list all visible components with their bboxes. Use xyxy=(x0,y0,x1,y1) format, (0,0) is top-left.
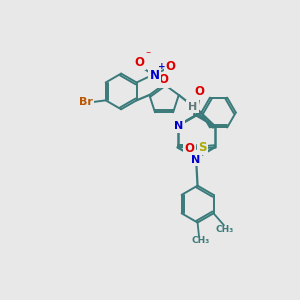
Text: N: N xyxy=(191,154,201,164)
Text: S: S xyxy=(198,141,207,154)
Text: H: H xyxy=(188,102,197,112)
Text: +: + xyxy=(158,62,166,71)
Text: N: N xyxy=(174,121,184,131)
Text: O: O xyxy=(158,74,168,86)
Text: O: O xyxy=(135,56,145,68)
Text: ⁻: ⁻ xyxy=(145,50,150,60)
Text: CH₃: CH₃ xyxy=(191,236,210,245)
Text: O: O xyxy=(195,85,205,98)
Text: Br: Br xyxy=(79,97,92,107)
Text: O: O xyxy=(165,60,175,73)
Text: O: O xyxy=(184,142,195,155)
Text: CH₃: CH₃ xyxy=(216,225,234,234)
Text: N: N xyxy=(149,69,159,82)
